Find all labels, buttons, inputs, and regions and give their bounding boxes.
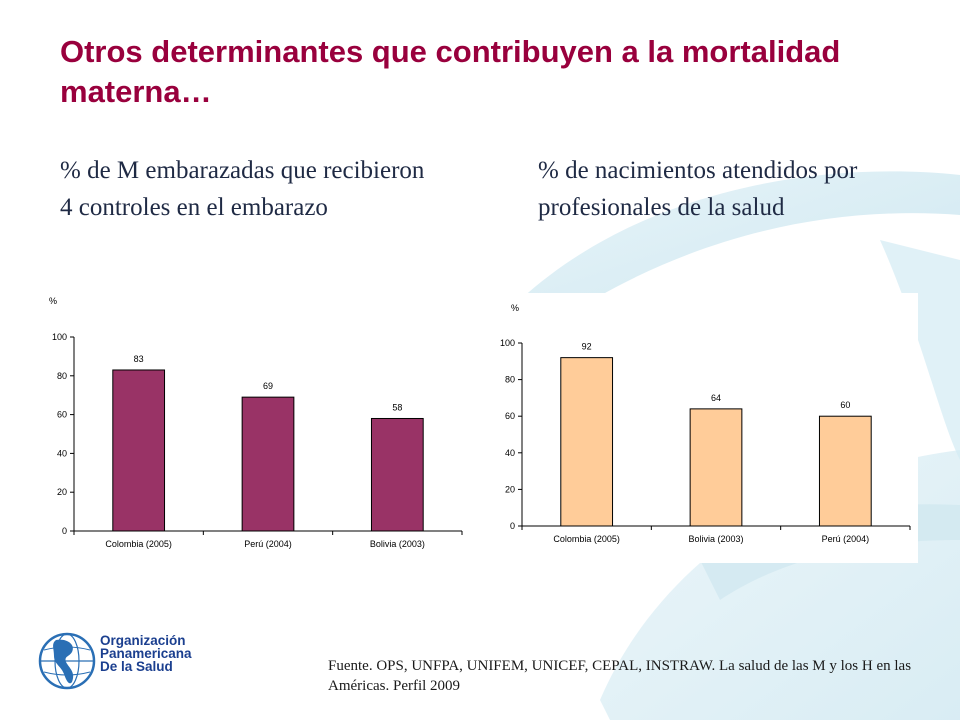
slide-title: Otros determinantes que contribuyen a la… (60, 34, 841, 109)
category-label-2: Perú (2004) (244, 539, 292, 549)
data-label-1: 83 (134, 354, 144, 364)
data-label-3: 60 (840, 400, 850, 410)
logo-line-3: De la Salud (100, 659, 173, 674)
y-tick-label: 60 (505, 411, 515, 421)
y-tick-label: 20 (57, 487, 67, 497)
bar-3 (818, 415, 872, 527)
y-tick-label: 40 (505, 448, 515, 458)
y-tick-label: 0 (510, 521, 515, 531)
bar-2 (241, 396, 295, 532)
category-label-1: Colombia (2005) (105, 539, 172, 549)
y-tick-label: 40 (57, 448, 67, 458)
globe-americas-icon (38, 632, 96, 690)
y-tick-label: 100 (500, 338, 515, 348)
data-label-1: 92 (582, 342, 592, 352)
y-axis-label: % (511, 303, 519, 313)
y-tick-label: 60 (57, 410, 67, 420)
bar-2 (689, 408, 743, 527)
data-label-3: 58 (392, 402, 402, 412)
data-label-2: 64 (711, 393, 721, 403)
chart-left-svg: % 0 20 40 60 80 100 83 Colombia (2005) 69 Perú (20… (49, 296, 463, 549)
y-tick-label: 0 (62, 526, 67, 536)
logo-line-2: Panamericana (100, 646, 192, 661)
y-tick-label: 100 (52, 332, 67, 342)
chart-title-left: % de M embarazadas que recibieron 4 cont… (60, 157, 425, 221)
chart-left: % 0 20 40 60 80 100 83 Colombia (2005) 69 Perú (20… (30, 288, 470, 563)
data-label-2: 69 (263, 381, 273, 391)
bar-3 (370, 417, 424, 532)
chart-title-right: % de nacimientos atendidos por profesion… (538, 157, 858, 221)
chart-right-svg: % 0 20 40 60 80 100 92 Colombia (2005) 64 Bolivia … (486, 293, 918, 563)
y-axis-label: % (49, 296, 57, 306)
chart-right: % 0 20 40 60 80 100 92 Colombia (2005) 64 Bolivia … (486, 293, 918, 563)
y-tick-label: 80 (57, 371, 67, 381)
category-label-3: Perú (2004) (822, 534, 870, 544)
logo-line-1: Organización (100, 633, 186, 648)
category-label-3: Bolivia (2003) (370, 539, 425, 549)
category-label-1: Colombia (2005) (553, 534, 620, 544)
logo-wordmark: Organización Panamericana De la Salud (100, 633, 192, 674)
source-citation: Fuente. OPS, UNFPA, UNIFEM, UNICEF, CEPA… (328, 658, 912, 694)
bar-1 (112, 369, 166, 532)
bar-1 (560, 357, 614, 527)
paho-logo: Organización Panamericana De la Salud (36, 630, 276, 700)
category-label-2: Bolivia (2003) (688, 534, 743, 544)
y-tick-label: 80 (505, 375, 515, 385)
y-tick-label: 20 (505, 484, 515, 494)
